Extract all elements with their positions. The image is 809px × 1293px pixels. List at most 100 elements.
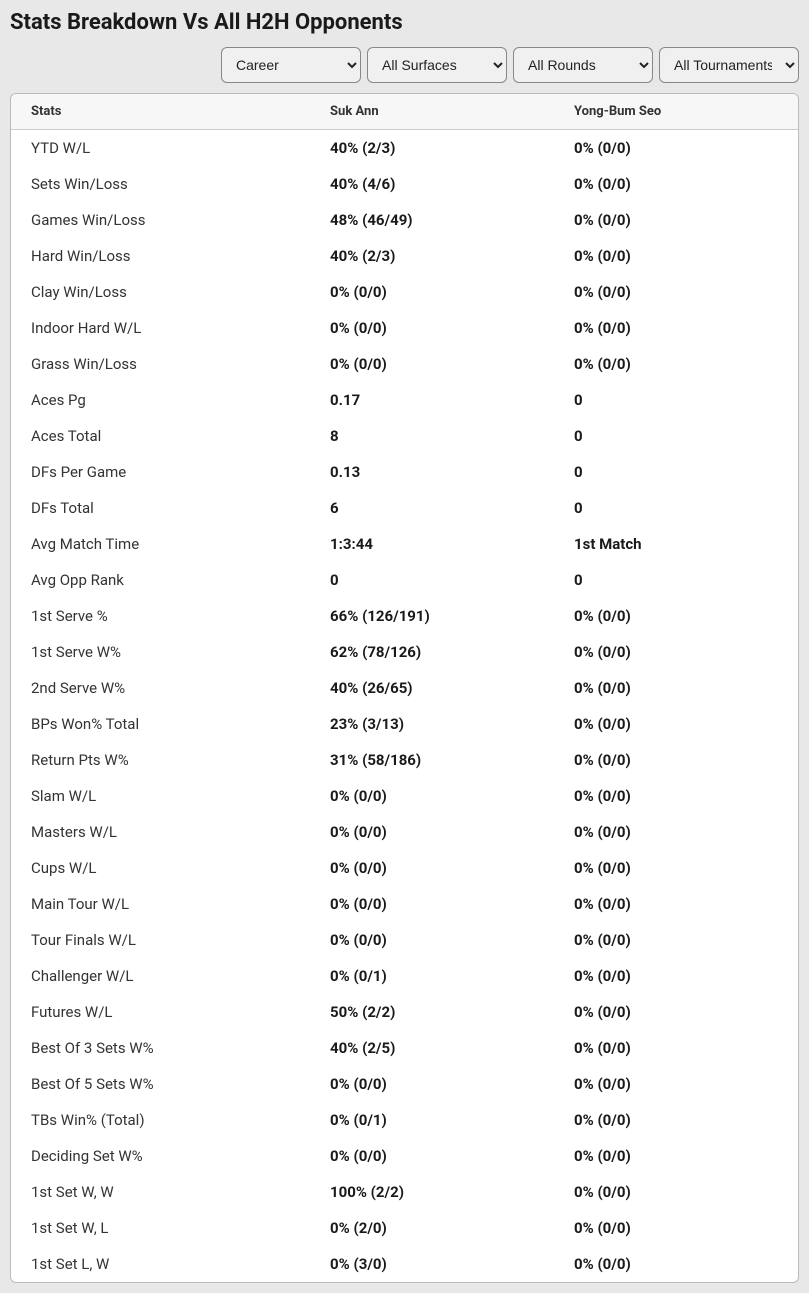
table-row: Best Of 5 Sets W%0% (0/0)0% (0/0): [11, 1066, 798, 1102]
stat-label: YTD W/L: [11, 130, 310, 167]
stat-value-player1: 31% (58/186): [310, 742, 554, 778]
stat-value-player2: 0: [554, 562, 798, 598]
stat-value-player2: 0% (0/0): [554, 922, 798, 958]
stat-value-player2: 0% (0/0): [554, 850, 798, 886]
stat-value-player1: 0: [310, 562, 554, 598]
table-row: 2nd Serve W%40% (26/65)0% (0/0): [11, 670, 798, 706]
stat-label: Masters W/L: [11, 814, 310, 850]
stat-value-player1: 40% (26/65): [310, 670, 554, 706]
surfaces-select[interactable]: All Surfaces: [367, 47, 507, 83]
table-row: Aces Total80: [11, 418, 798, 454]
stat-label: Sets Win/Loss: [11, 166, 310, 202]
stat-value-player2: 0% (0/0): [554, 1066, 798, 1102]
stat-value-player2: 0: [554, 418, 798, 454]
stat-value-player1: 0% (0/0): [310, 850, 554, 886]
header-player1: Suk Ann: [310, 94, 554, 130]
table-row: Return Pts W%31% (58/186)0% (0/0): [11, 742, 798, 778]
stat-label: Main Tour W/L: [11, 886, 310, 922]
stat-label: Tour Finals W/L: [11, 922, 310, 958]
stat-value-player1: 0% (0/0): [310, 274, 554, 310]
stat-label: 2nd Serve W%: [11, 670, 310, 706]
table-row: 1st Serve %66% (126/191)0% (0/0): [11, 598, 798, 634]
table-row: Sets Win/Loss40% (4/6)0% (0/0): [11, 166, 798, 202]
stat-label: Clay Win/Loss: [11, 274, 310, 310]
table-row: Avg Opp Rank00: [11, 562, 798, 598]
table-row: Best Of 3 Sets W%40% (2/5)0% (0/0): [11, 1030, 798, 1066]
career-select[interactable]: Career: [221, 47, 361, 83]
table-row: Clay Win/Loss0% (0/0)0% (0/0): [11, 274, 798, 310]
stat-value-player2: 0% (0/0): [554, 1246, 798, 1282]
stat-value-player2: 0% (0/0): [554, 1030, 798, 1066]
stat-label: Aces Pg: [11, 382, 310, 418]
header-row: Stats Suk Ann Yong-Bum Seo: [11, 94, 798, 130]
stat-value-player1: 0% (0/0): [310, 922, 554, 958]
stat-label: TBs Win% (Total): [11, 1102, 310, 1138]
stat-value-player1: 0.17: [310, 382, 554, 418]
table-row: Main Tour W/L0% (0/0)0% (0/0): [11, 886, 798, 922]
stat-value-player1: 0% (0/0): [310, 1138, 554, 1174]
tournaments-select[interactable]: All Tournaments: [659, 47, 799, 83]
stat-value-player2: 0% (0/0): [554, 886, 798, 922]
stat-value-player2: 0% (0/0): [554, 310, 798, 346]
stat-label: 1st Set L, W: [11, 1246, 310, 1282]
stat-value-player1: 40% (2/3): [310, 130, 554, 167]
stat-label: Return Pts W%: [11, 742, 310, 778]
stat-value-player1: 23% (3/13): [310, 706, 554, 742]
stat-label: Challenger W/L: [11, 958, 310, 994]
table-row: Deciding Set W%0% (0/0)0% (0/0): [11, 1138, 798, 1174]
stat-value-player1: 0% (0/0): [310, 886, 554, 922]
stats-tbody: YTD W/L40% (2/3)0% (0/0)Sets Win/Loss40%…: [11, 130, 798, 1283]
stat-value-player2: 0% (0/0): [554, 1174, 798, 1210]
stat-value-player2: 0% (0/0): [554, 814, 798, 850]
stat-value-player2: 0% (0/0): [554, 742, 798, 778]
stat-value-player1: 0% (0/0): [310, 814, 554, 850]
stat-value-player2: 0% (0/0): [554, 346, 798, 382]
stat-label: DFs Total: [11, 490, 310, 526]
stat-value-player1: 0% (0/0): [310, 778, 554, 814]
stat-value-player1: 66% (126/191): [310, 598, 554, 634]
stat-value-player1: 0% (0/0): [310, 1066, 554, 1102]
stat-value-player2: 0% (0/0): [554, 634, 798, 670]
stat-label: Hard Win/Loss: [11, 238, 310, 274]
stat-value-player2: 0% (0/0): [554, 1138, 798, 1174]
stat-value-player1: 0% (0/1): [310, 1102, 554, 1138]
table-row: Avg Match Time1:3:441st Match: [11, 526, 798, 562]
stat-value-player2: 0% (0/0): [554, 706, 798, 742]
stat-label: Best Of 3 Sets W%: [11, 1030, 310, 1066]
stat-value-player2: 0: [554, 454, 798, 490]
stat-value-player1: 50% (2/2): [310, 994, 554, 1030]
table-row: Aces Pg0.170: [11, 382, 798, 418]
stat-label: Best Of 5 Sets W%: [11, 1066, 310, 1102]
table-row: Slam W/L0% (0/0)0% (0/0): [11, 778, 798, 814]
stats-table-wrap: Stats Suk Ann Yong-Bum Seo YTD W/L40% (2…: [10, 93, 799, 1283]
header-stats: Stats: [11, 94, 310, 130]
rounds-select[interactable]: All Rounds: [513, 47, 653, 83]
stat-label: Deciding Set W%: [11, 1138, 310, 1174]
stat-value-player2: 0% (0/0): [554, 274, 798, 310]
stat-value-player2: 0% (0/0): [554, 598, 798, 634]
table-row: 1st Set W, L0% (2/0)0% (0/0): [11, 1210, 798, 1246]
stat-label: DFs Per Game: [11, 454, 310, 490]
table-row: YTD W/L40% (2/3)0% (0/0): [11, 130, 798, 167]
stat-value-player1: 0% (3/0): [310, 1246, 554, 1282]
stat-label: 1st Serve %: [11, 598, 310, 634]
table-row: 1st Serve W%62% (78/126)0% (0/0): [11, 634, 798, 670]
stat-value-player2: 0% (0/0): [554, 958, 798, 994]
stat-value-player1: 100% (2/2): [310, 1174, 554, 1210]
stats-table: Stats Suk Ann Yong-Bum Seo YTD W/L40% (2…: [11, 94, 798, 1282]
stat-value-player2: 0% (0/0): [554, 1102, 798, 1138]
stat-label: 1st Serve W%: [11, 634, 310, 670]
page-title: Stats Breakdown Vs All H2H Opponents: [10, 10, 799, 35]
stat-value-player1: 0.13: [310, 454, 554, 490]
stat-label: 1st Set W, L: [11, 1210, 310, 1246]
stat-label: Grass Win/Loss: [11, 346, 310, 382]
stat-label: Aces Total: [11, 418, 310, 454]
stat-value-player1: 62% (78/126): [310, 634, 554, 670]
stat-label: Slam W/L: [11, 778, 310, 814]
table-row: BPs Won% Total23% (3/13)0% (0/0): [11, 706, 798, 742]
stat-value-player1: 0% (0/1): [310, 958, 554, 994]
stat-label: Indoor Hard W/L: [11, 310, 310, 346]
table-row: Cups W/L0% (0/0)0% (0/0): [11, 850, 798, 886]
stat-value-player2: 0% (0/0): [554, 1210, 798, 1246]
stat-label: BPs Won% Total: [11, 706, 310, 742]
